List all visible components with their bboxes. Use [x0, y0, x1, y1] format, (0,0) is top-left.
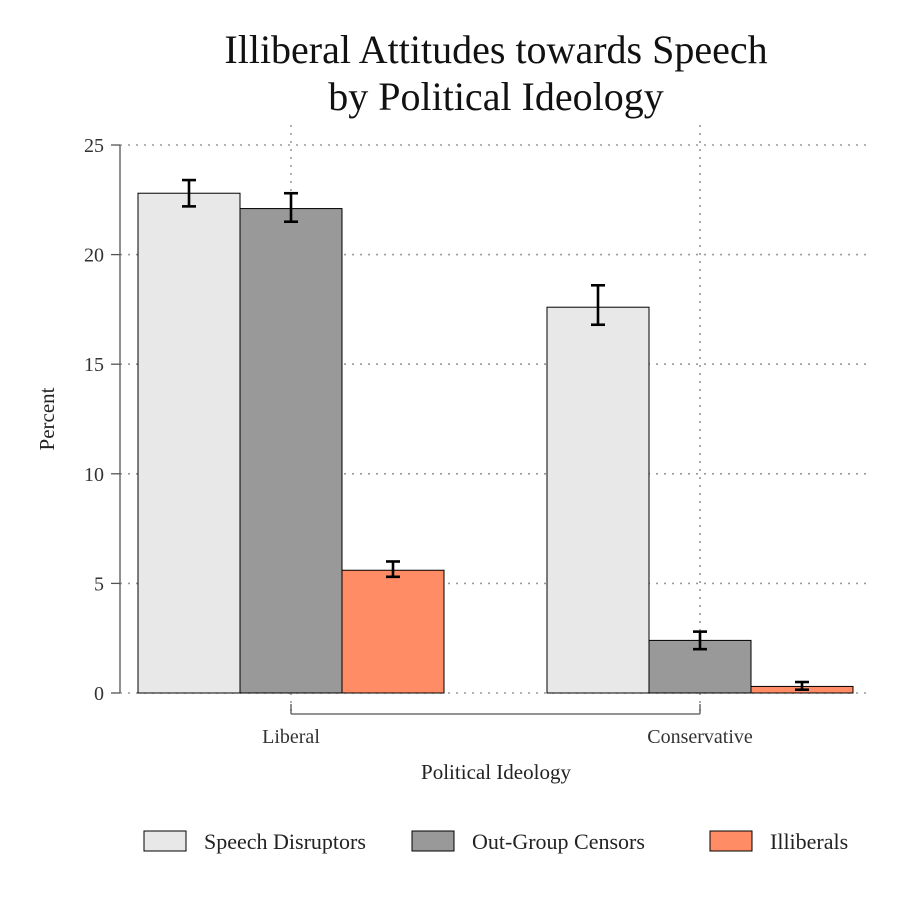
x-tick-label: Liberal — [262, 726, 320, 748]
grid-lines — [120, 125, 872, 715]
legend-swatch — [143, 830, 187, 852]
y-tick-label: 5 — [94, 573, 104, 595]
legend: Speech Disruptors Out-Group Censors Illibe… — [143, 829, 848, 854]
legend-label: Illiberals — [770, 829, 848, 854]
y-tick-label: 10 — [84, 464, 104, 486]
legend-swatch — [411, 830, 455, 852]
y-tick-label: 15 — [84, 354, 104, 376]
bar-speech-disruptors-liberal — [137, 192, 241, 694]
bar-illiberals-liberal — [341, 569, 445, 694]
chart-title-line-2: by Political Ideology — [328, 74, 664, 119]
y-tick-label: 0 — [94, 683, 104, 705]
bar-out-group-censors-liberal — [239, 208, 343, 694]
bar-speech-disruptors-conservative — [546, 306, 650, 694]
bars — [137, 192, 854, 694]
y-axis-label: Percent — [35, 387, 59, 450]
legend-label: Out-Group Censors — [472, 829, 645, 854]
legend-swatch — [709, 830, 753, 852]
axes — [111, 144, 701, 715]
error-bars — [182, 178, 809, 692]
y-tick-label: 20 — [84, 245, 104, 267]
legend-label: Speech Disruptors — [204, 829, 366, 854]
chart-title-line-1: Illiberal Attitudes towards Speech — [224, 27, 767, 72]
y-tick-label: 25 — [84, 135, 104, 157]
x-tick-label: Conservative — [647, 726, 753, 748]
tick-labels: 0 5 10 15 20 25 Liberal Conservative — [84, 135, 753, 748]
x-axis-label: Political Ideology — [421, 760, 571, 784]
